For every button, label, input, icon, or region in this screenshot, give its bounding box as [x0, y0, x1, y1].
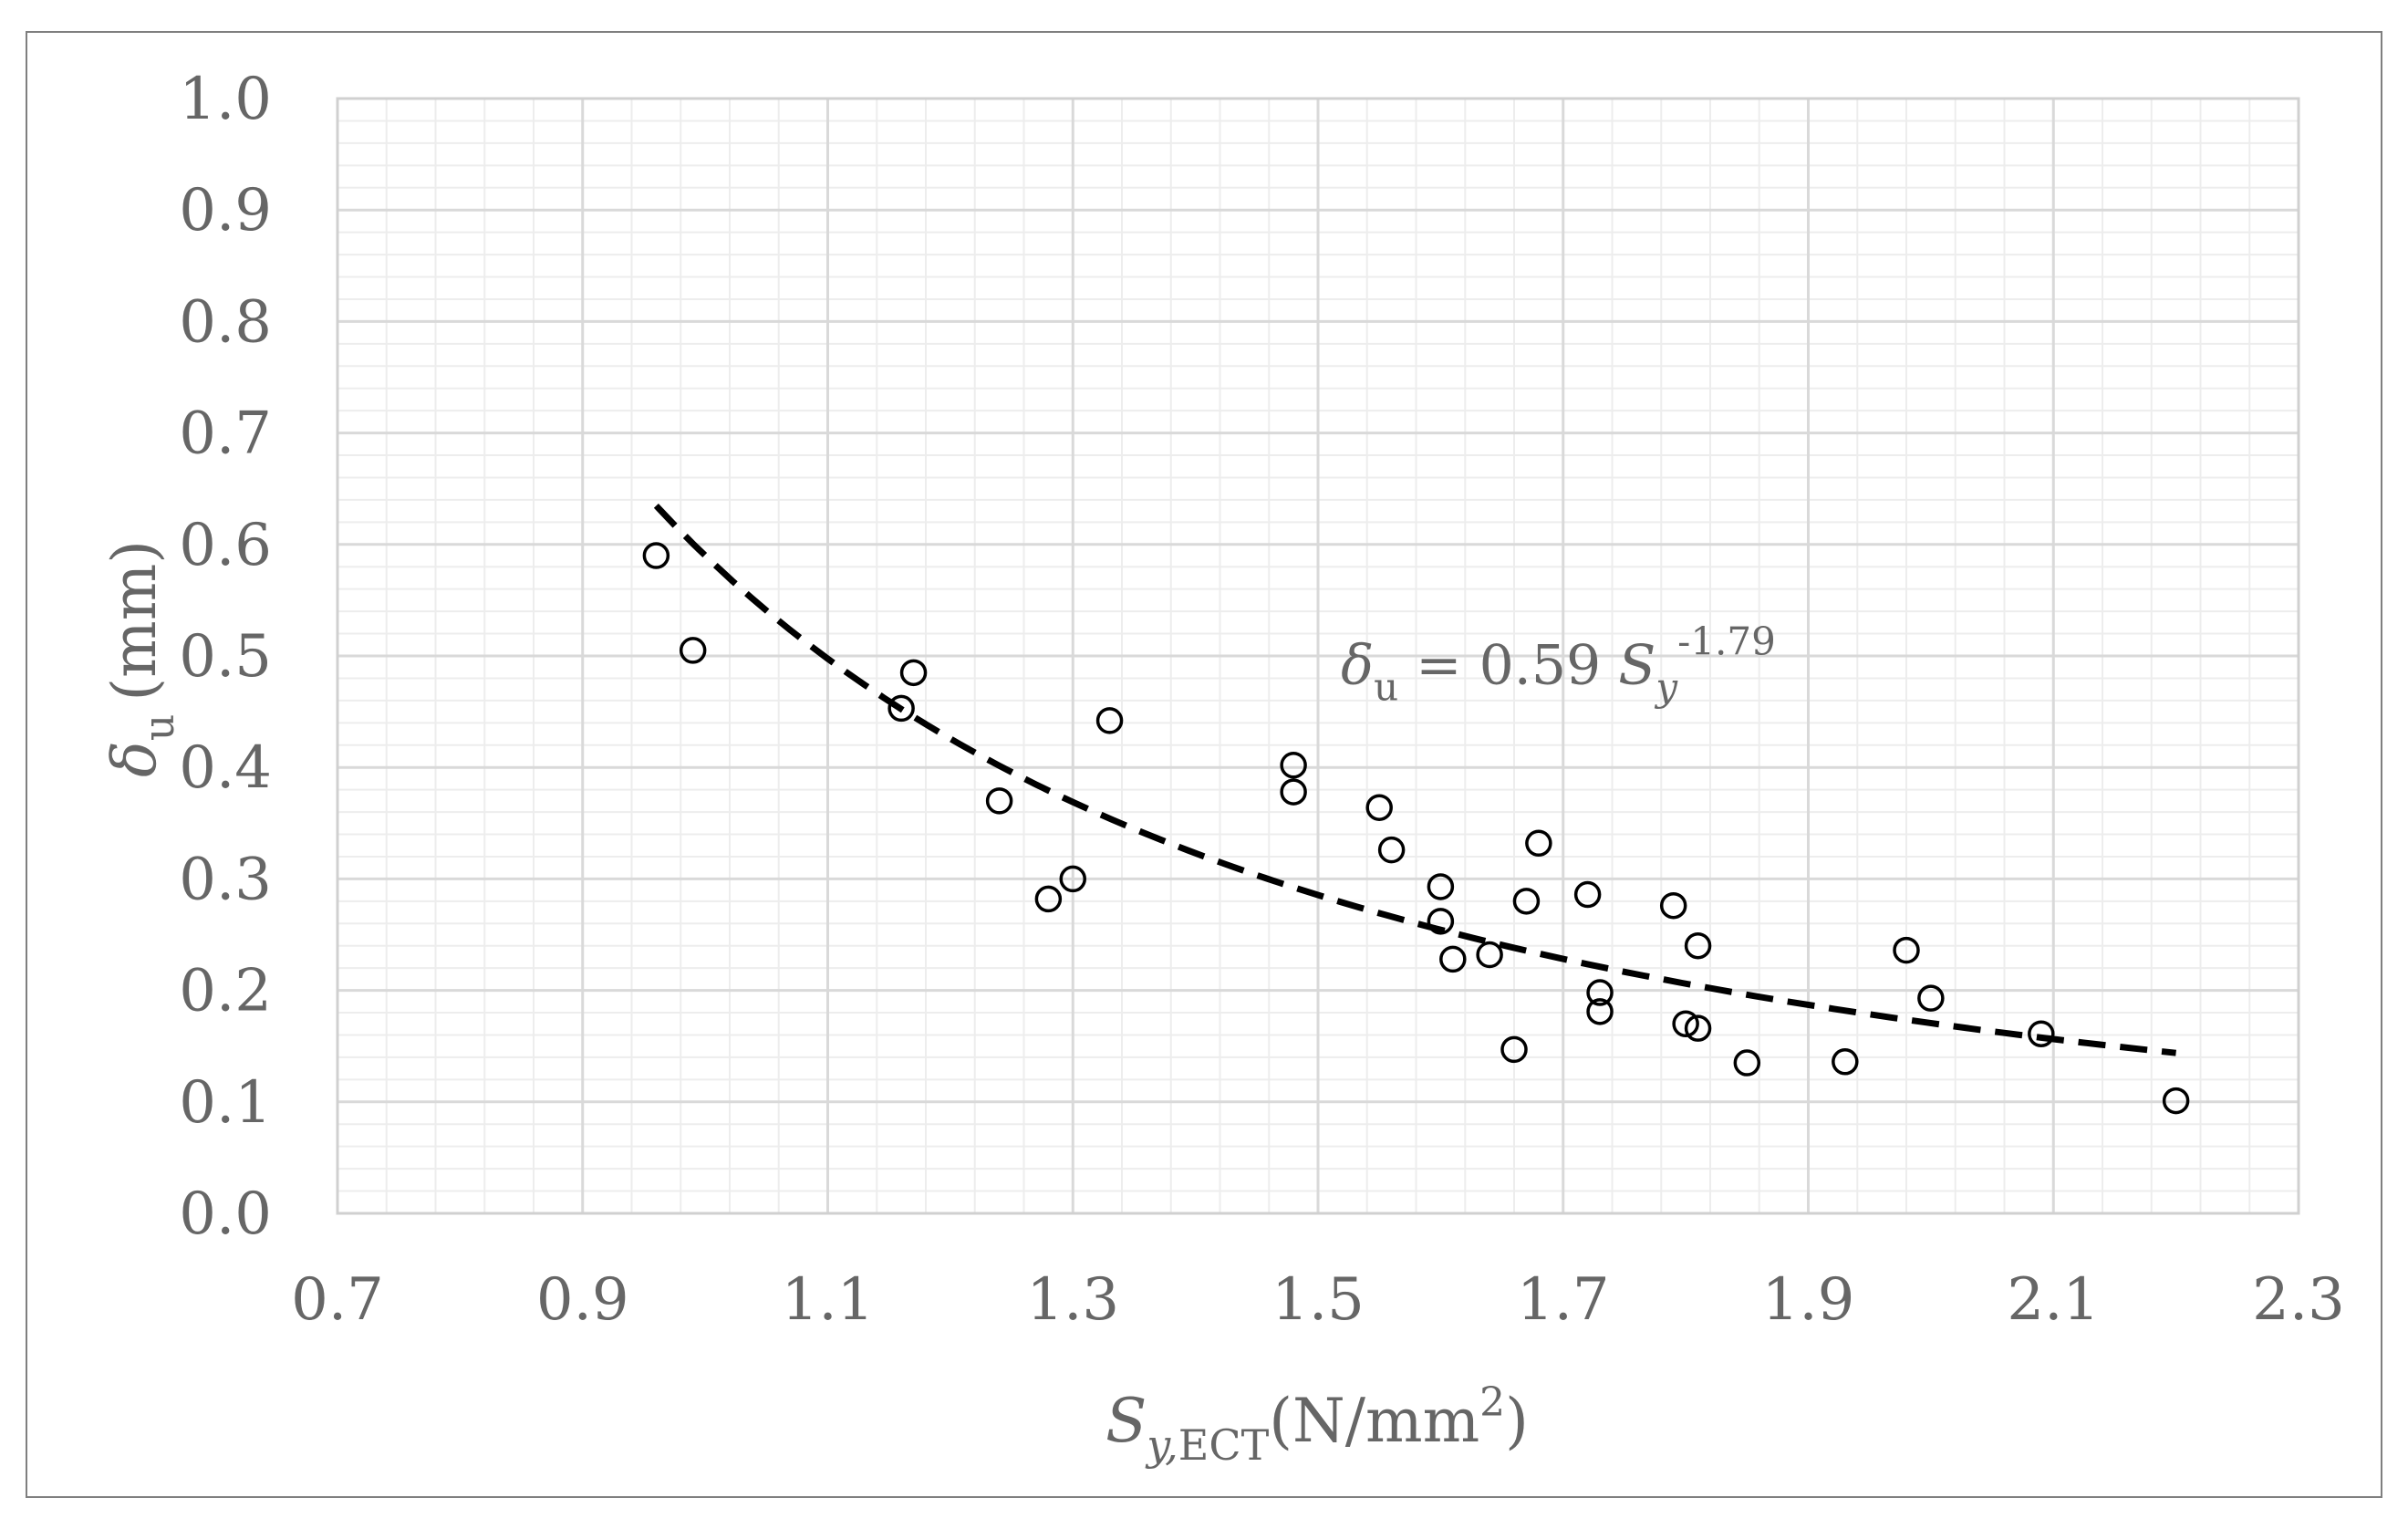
- data-point: [1659, 891, 1687, 920]
- data-point: [1586, 979, 1614, 1006]
- x-tick-label: 1.5: [1271, 1266, 1365, 1334]
- data-point: [642, 542, 670, 569]
- data-point: [1365, 794, 1393, 821]
- x-tick-label: 1.1: [782, 1266, 875, 1334]
- annotation-var-sub: y: [1654, 665, 1678, 710]
- data-point: [1832, 1048, 1859, 1076]
- data-point: [1672, 1010, 1699, 1038]
- x-title-sub2: ECT: [1178, 1420, 1270, 1470]
- x-axis-ticks: 0.7 0.9 1.1 1.3 1.5 1.7 1.9 2.1 2.3: [291, 1266, 2345, 1334]
- data-point: [1095, 707, 1124, 734]
- x-title-sup: 2: [1479, 1379, 1505, 1426]
- data-point: [1573, 880, 1602, 909]
- data-point: [887, 694, 915, 723]
- y-tick-label: 0.4: [179, 734, 272, 802]
- y-tick-label: 0.1: [179, 1069, 272, 1137]
- power-trendline: [653, 503, 2176, 1056]
- y-title-units: (mm): [99, 540, 170, 702]
- data-point: [1427, 908, 1455, 935]
- x-tick-label: 2.3: [2252, 1266, 2345, 1334]
- x-title-symbol: S: [1105, 1386, 1147, 1456]
- x-tick-label: 0.9: [536, 1266, 629, 1334]
- y-tick-label: 0.0: [179, 1181, 272, 1248]
- y-tick-label: 0.8: [179, 288, 272, 356]
- data-point: [985, 787, 1013, 815]
- y-axis-title: δu (mm): [99, 540, 183, 777]
- data-point: [1377, 836, 1406, 864]
- y-tick-label: 0.6: [179, 512, 272, 579]
- annotation-equals: = 0.59: [1398, 634, 1618, 698]
- x-tick-label: 1.3: [1026, 1266, 1119, 1334]
- annotation-exponent: -1.79: [1677, 619, 1776, 664]
- data-point: [1893, 936, 1920, 964]
- plot-area: [336, 97, 2300, 1215]
- data-point: [1439, 945, 1467, 973]
- data-point: [899, 659, 928, 687]
- data-point: [1280, 752, 1307, 779]
- data-point: [1059, 865, 1086, 893]
- data-point: [679, 637, 707, 664]
- data-point: [1427, 873, 1455, 900]
- data-point: [1525, 829, 1552, 858]
- data-point: [1684, 1014, 1712, 1042]
- y-tick-label: 0.9: [179, 177, 272, 244]
- x-axis-title: Sy,ECT(N/mm2): [1105, 1379, 1529, 1470]
- data-point: [1684, 931, 1712, 960]
- data-point: [1917, 984, 1945, 1012]
- annotation-var: S: [1618, 634, 1656, 698]
- data-point: [1586, 998, 1614, 1025]
- data-point: [1512, 888, 1541, 915]
- data-point: [1476, 941, 1503, 969]
- trendline-equation: δu = 0.59 Sy-1.79: [1341, 619, 1776, 710]
- data-point: [2162, 1087, 2190, 1115]
- x-tick-label: 1.7: [1517, 1266, 1610, 1334]
- y-title-sub: u: [134, 714, 183, 742]
- annotation-delta: δ: [1341, 634, 1374, 698]
- x-tick-label: 1.9: [1762, 1266, 1855, 1334]
- data-point: [1280, 778, 1307, 806]
- y-tick-label: 0.2: [179, 958, 272, 1025]
- x-tick-label: 0.7: [291, 1266, 384, 1334]
- data-points: [642, 542, 2190, 1115]
- data-point: [2028, 1020, 2055, 1048]
- y-tick-label: 0.7: [179, 400, 272, 468]
- y-tick-label: 0.5: [179, 623, 272, 691]
- annotation-delta-sub: u: [1374, 665, 1398, 710]
- y-axis-ticks: 0.0 0.1 0.2 0.3 0.4 0.5 0.6 0.7 0.8 0.9 1.0: [179, 66, 272, 1248]
- y-tick-label: 0.3: [179, 846, 272, 913]
- x-title-units: (N/mm: [1269, 1386, 1479, 1456]
- x-title-close: ): [1505, 1386, 1529, 1456]
- data-point: [1500, 1035, 1528, 1064]
- y-tick-label: 1.0: [179, 66, 272, 133]
- y-title-symbol: δ: [99, 741, 170, 777]
- x-title-sub: y,: [1145, 1420, 1178, 1470]
- x-tick-label: 2.1: [2007, 1266, 2100, 1334]
- data-point: [1034, 885, 1063, 913]
- data-point: [1733, 1049, 1761, 1077]
- chart-frame: [26, 31, 2382, 1498]
